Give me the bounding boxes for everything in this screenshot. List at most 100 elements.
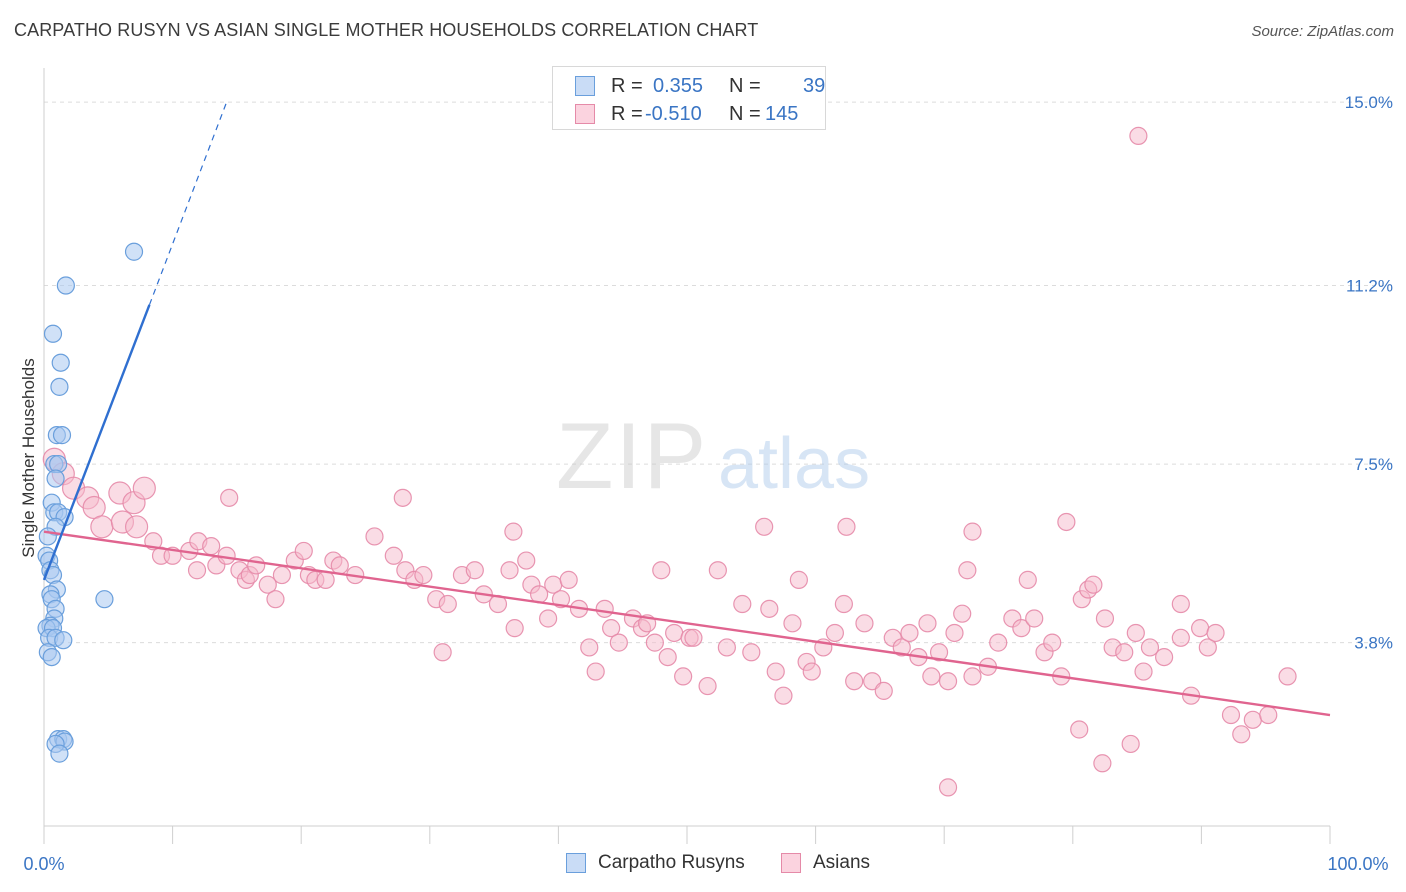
source-label: Source: ZipAtlas.com xyxy=(1251,23,1394,40)
legend-n-label: N = xyxy=(729,103,761,125)
asians-point xyxy=(272,565,292,585)
asians-point xyxy=(247,556,266,575)
tick-labels: 3.8% 7.5% 11.2% 15.0% 0.0% 100.0% xyxy=(23,93,1393,874)
asians-point xyxy=(1259,705,1278,725)
asians-point xyxy=(922,667,941,686)
y-tick-label: 7.5% xyxy=(1354,455,1393,474)
correlation-legend: R = 0.355 N = 39 R = -0.510 N = 145 xyxy=(552,66,826,130)
asians-point xyxy=(82,495,106,520)
asians-point xyxy=(330,556,349,575)
asians-point xyxy=(1129,126,1148,146)
legend-swatch-blue xyxy=(575,76,595,96)
legend-n-value: 145 xyxy=(765,103,799,125)
asians-point xyxy=(802,662,821,681)
asians-point xyxy=(652,561,671,580)
asians-point xyxy=(837,517,856,536)
asians-point xyxy=(1232,725,1251,744)
asians-point xyxy=(365,527,384,546)
asians-point xyxy=(717,638,736,657)
asians-point xyxy=(504,522,523,541)
asians-point xyxy=(539,609,558,628)
watermark-atlas: atlas xyxy=(718,424,870,504)
asians-point xyxy=(855,614,874,633)
asians-point xyxy=(1012,619,1031,638)
asians-point xyxy=(760,599,779,618)
legend-label: Asians xyxy=(813,852,871,873)
asians-point xyxy=(500,561,519,580)
asians-point xyxy=(1134,662,1153,681)
asians-point xyxy=(958,561,977,580)
asians-point xyxy=(665,623,684,643)
asians-point xyxy=(1243,710,1262,729)
asians-point xyxy=(684,628,703,647)
asians-point xyxy=(845,672,864,691)
x-tick-label: 100.0% xyxy=(1327,854,1388,874)
asians-point xyxy=(742,643,761,662)
legend-n-value: 39 xyxy=(803,75,826,97)
legend-swatch-blue xyxy=(566,853,586,873)
asians-point xyxy=(938,672,958,691)
asians-point xyxy=(1126,623,1145,643)
asians-point xyxy=(1191,619,1210,638)
asians-point xyxy=(755,517,774,536)
asians-point xyxy=(863,672,882,691)
asians-point xyxy=(294,541,313,561)
asians-point xyxy=(989,633,1008,652)
carpatho-rusyns-point xyxy=(50,377,69,396)
carpatho-rusyns-point xyxy=(42,647,61,667)
asians-point xyxy=(963,667,982,686)
asians-point xyxy=(963,522,982,541)
asians-point xyxy=(1155,647,1174,667)
asians-point xyxy=(433,643,452,662)
asians-point xyxy=(266,590,285,609)
carpatho-trend-extension xyxy=(148,101,228,306)
asians-point xyxy=(783,614,802,633)
carpatho-rusyns-point xyxy=(95,590,114,609)
asians-point xyxy=(1093,754,1112,773)
asians-point xyxy=(733,594,752,614)
asians-point xyxy=(602,619,621,638)
asians-point xyxy=(132,476,156,500)
asians-point xyxy=(580,638,599,657)
carpatho-rusyns-point xyxy=(54,631,73,650)
asians-point xyxy=(918,614,937,633)
asians-point xyxy=(874,681,893,700)
asians-point xyxy=(595,599,614,618)
legend-r-label: R = xyxy=(611,103,643,125)
asians-point xyxy=(789,570,808,589)
legend-swatch-pink xyxy=(781,853,801,873)
gridlines xyxy=(44,101,1392,644)
asians-point xyxy=(1084,575,1103,594)
asians-point xyxy=(220,488,239,507)
y-tick-label: 15.0% xyxy=(1345,93,1393,112)
asians-point xyxy=(1057,512,1076,532)
asians-point xyxy=(1095,609,1115,628)
asians-point xyxy=(892,638,911,657)
legend-r-value: -0.510 xyxy=(645,103,702,125)
asians-point xyxy=(202,537,221,556)
watermark-zip: ZIP xyxy=(556,403,708,508)
asians-point xyxy=(1140,638,1160,657)
carpatho-rusyns-point xyxy=(43,324,63,343)
asians-point xyxy=(645,633,664,652)
asians-trend-line xyxy=(43,530,1331,717)
asians-point xyxy=(1278,667,1297,686)
carpatho-rusyns-points xyxy=(37,242,144,763)
asians-point xyxy=(658,647,677,667)
asians-point xyxy=(1171,594,1190,614)
carpatho-rusyns-point xyxy=(56,276,75,295)
asians-point xyxy=(1221,705,1241,725)
asians-point xyxy=(90,515,114,539)
y-tick-label: 11.2% xyxy=(1346,277,1393,296)
asians-point xyxy=(929,643,949,662)
asians-point xyxy=(465,561,484,580)
legend-swatch-pink xyxy=(575,104,595,124)
carpatho-rusyns-point xyxy=(38,527,57,546)
asians-point xyxy=(708,561,727,580)
asians-point xyxy=(505,619,524,638)
axes xyxy=(43,68,1331,844)
asians-point xyxy=(609,633,628,652)
asians-point xyxy=(124,515,149,539)
asians-point xyxy=(1121,734,1140,754)
